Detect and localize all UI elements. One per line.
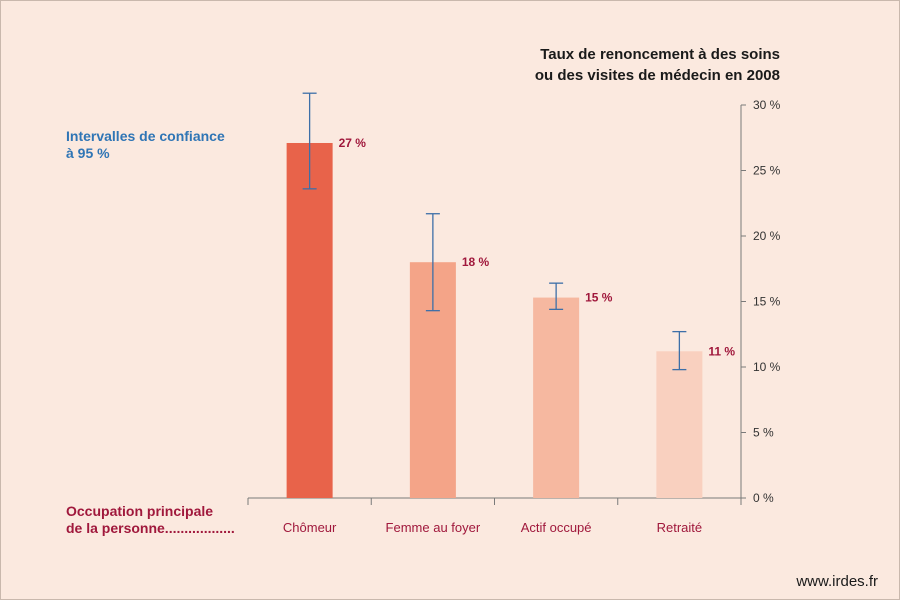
x-tick-label: Chômeur [283, 520, 337, 535]
bar [533, 297, 580, 498]
chart-title-line-1: Taux de renoncement à des soins [540, 46, 780, 63]
chart-title-line-2: ou des visites de médecin en 2008 [534, 67, 780, 84]
source-credit: www.irdes.fr [796, 573, 878, 590]
y-tick-label: 20 % [753, 229, 781, 243]
data-label: 27 % [339, 136, 367, 150]
data-label: 15 % [585, 291, 613, 305]
y-tick-label: 30 % [753, 98, 781, 112]
x-tick-label: Retraité [657, 520, 703, 535]
bar [656, 351, 703, 498]
bar [286, 142, 333, 499]
y-tick-label: 5 % [753, 426, 774, 440]
y-tick-label: 25 % [753, 164, 781, 178]
y-tick-label: 10 % [753, 360, 781, 374]
x-tick-label: Femme au foyer [386, 520, 481, 535]
y-tick-label: 0 % [753, 491, 774, 505]
x-axis-label-line-1: Occupation principale [66, 503, 214, 519]
confidence-interval-label-line-1: Intervalles de confiance [66, 128, 225, 144]
confidence-interval-label-line-2: à 95 % [66, 145, 110, 161]
x-tick-label: Actif occupé [521, 520, 592, 535]
data-label: 18 % [462, 255, 490, 269]
data-label: 11 % [708, 344, 735, 358]
x-axis-label-line-2: de la personne.................. [66, 520, 235, 536]
y-tick-label: 15 % [753, 295, 781, 309]
